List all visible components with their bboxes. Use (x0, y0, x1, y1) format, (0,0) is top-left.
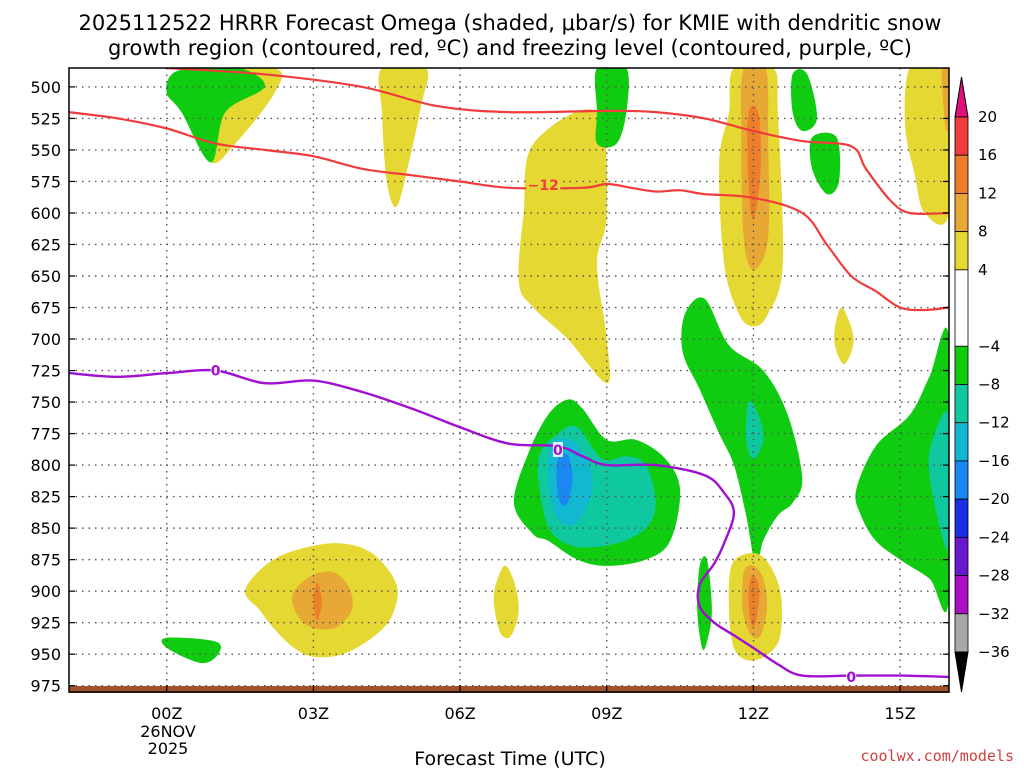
dgz-contour-label: −12 (528, 178, 559, 194)
omega-region-blue-20 (556, 453, 573, 506)
colorbar-arrow-top (954, 76, 969, 118)
y-tick-label-700: 700 (30, 330, 61, 349)
x-axis: 00Z 03Z 06Z 09Z 12Z 15Z (151, 685, 916, 723)
colorbar-label-9: −20 (978, 490, 1010, 508)
chart-title-line2: growth region (contoured, red, ºC) and f… (108, 36, 912, 60)
freezing-level-label-0: 0 (211, 364, 221, 380)
omega-region-yellow-10 (904, 68, 949, 225)
y-tick-label-750: 750 (30, 393, 61, 412)
colorbar-label-10: −24 (978, 528, 1010, 546)
colorbar: 20 16 12 8 4 −4 −8 −12 −16 −20 −24 −28 −32 −36 (954, 76, 1010, 693)
x-tick-label-09Z: 09Z (591, 704, 622, 723)
colorbar-label-6: −8 (978, 376, 1000, 394)
colorbar-label-5: −4 (978, 337, 1000, 355)
colorbar-label-3: 8 (978, 223, 988, 241)
dgz-contour-line-0 (166, 68, 949, 216)
omega-region-green-13 (681, 297, 803, 567)
y-tick-label-925: 925 (30, 614, 61, 633)
colorbar-segment-11 (954, 536, 969, 576)
colorbar-segment-13 (954, 613, 969, 653)
y-tick-label-850: 850 (30, 519, 61, 538)
colorbar-label-4: 4 (978, 261, 988, 279)
freezing-level-line (69, 368, 949, 679)
dgz-contour-line-1 (69, 111, 949, 312)
omega-region-darkorange-23 (313, 582, 322, 621)
date-label-day: 26NOV (140, 722, 196, 741)
x-tick-label-00Z: 00Z (151, 704, 182, 723)
y-tick-label-875: 875 (30, 551, 61, 570)
colorbar-segment-3 (954, 193, 969, 233)
plot-frame (68, 67, 950, 693)
omega-region-darkorange-27 (748, 575, 760, 626)
colorbar-segment-12 (954, 575, 969, 615)
y-tick-label-775: 775 (30, 425, 61, 444)
colorbar-label-7: −12 (978, 414, 1010, 432)
site-credit: coolwx.com/models (860, 747, 1014, 765)
dgz-label-backdrop (526, 176, 561, 193)
colorbar-segment-8 (954, 422, 969, 462)
freezing-level-label-2: 0 (846, 670, 856, 686)
omega-region-teal-16 (928, 411, 949, 550)
y-tick-label-550: 550 (30, 141, 61, 160)
colorbar-label-13: −36 (978, 643, 1010, 661)
x-axis-label: Forecast Time (UTC) (414, 748, 605, 768)
colorbar-segment-9 (954, 460, 969, 500)
omega-region-green-8 (791, 69, 818, 132)
colorbar-segment-4 (954, 231, 969, 271)
y-tick-label-800: 800 (30, 456, 61, 475)
omega-region-orange-11 (941, 68, 949, 132)
omega-region-orange-22 (292, 571, 354, 630)
freezing-label-backdrop-2 (846, 668, 857, 684)
omega-region-yellow-24 (493, 565, 519, 639)
y-tick-label-675: 675 (30, 299, 61, 318)
contour-lines: −12 0 0 0 (69, 68, 949, 686)
omega-region-darkorange-7 (747, 105, 761, 220)
x-tick-label-12Z: 12Z (738, 704, 769, 723)
colorbar-segment-1 (954, 116, 969, 156)
omega-region-green-15 (855, 327, 949, 613)
freezing-label-backdrop-1 (552, 441, 563, 457)
omega-region-teal-14 (745, 401, 764, 459)
freezing-label-backdrop-0 (210, 362, 221, 378)
y-tick-label-525: 525 (30, 109, 61, 128)
colorbar-label-2: 12 (978, 184, 997, 202)
y-tick-label-650: 650 (30, 267, 61, 286)
y-tick-label-625: 625 (30, 235, 61, 254)
colorbar-arrow-bottom (954, 651, 969, 693)
colorbar-segment-2 (954, 154, 969, 194)
colorbar-segment-7 (954, 384, 969, 424)
y-tick-label-950: 950 (30, 645, 61, 664)
grid-lines (69, 68, 949, 692)
omega-region-green-1 (166, 68, 265, 163)
y-tick-label-900: 900 (30, 582, 61, 601)
colorbar-segment-5 (954, 269, 969, 347)
freezing-level-label-1: 0 (553, 443, 563, 459)
omega-region-yellow-12 (834, 307, 854, 365)
x-tick-label-06Z: 06Z (444, 704, 475, 723)
omega-region-green-29 (161, 637, 222, 664)
colorbar-segment-10 (954, 498, 969, 538)
y-tick-label-600: 600 (30, 204, 61, 223)
omega-region-green-28 (697, 556, 712, 651)
colorbar-segment-6 (954, 345, 969, 385)
date-label-year: 2025 (148, 739, 189, 758)
colorbar-label-8: −16 (978, 452, 1010, 470)
x-tick-label-03Z: 03Z (298, 704, 329, 723)
y-tick-label-575: 575 (30, 172, 61, 191)
x-tick-label-15Z: 15Z (884, 704, 915, 723)
colorbar-label-0: 20 (978, 108, 997, 126)
colorbar-label-1: 16 (978, 146, 997, 164)
y-tick-label-500: 500 (30, 78, 61, 97)
colorbar-label-11: −28 (978, 567, 1010, 585)
omega-region-green-9 (809, 132, 841, 195)
y-tick-label-975: 975 (30, 677, 61, 696)
colorbar-label-12: −32 (978, 605, 1010, 623)
y-axis: 500 525 550 575 600 625 650 675 700 725 750 775 800 8… (30, 78, 949, 696)
y-tick-label-725: 725 (30, 362, 61, 381)
y-tick-label-825: 825 (30, 488, 61, 507)
ground-surface (69, 686, 949, 693)
omega-region-green-4 (594, 68, 629, 148)
chart-title-line1: 2025112522 HRRR Forecast Omega (shaded, … (79, 11, 942, 35)
